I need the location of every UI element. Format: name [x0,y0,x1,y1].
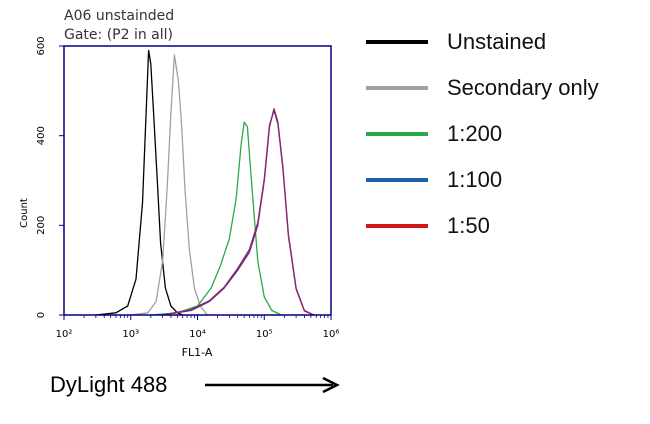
y-tick-label: 400 [36,126,47,145]
series-line-secondary-only [130,54,208,316]
caption: DyLight 488 [50,372,168,397]
series-line-1-50 [162,109,314,316]
y-axis-ticks: 0 200 400 600 [36,36,64,318]
plot-frame [63,45,332,316]
legend-swatch [366,40,428,44]
x-tick-label: 10³ [122,329,139,340]
x-axis-ticks: 10² 10³ 10⁴ 10⁵ 10⁶ [56,315,340,340]
x-tick-label: 10⁵ [256,329,273,340]
plot-title-line-2: Gate: (P2 in all) [64,27,173,43]
legend-label: 1:50 [447,213,490,238]
legend-swatch [366,132,428,136]
series-line-1-200 [150,121,282,316]
legend-swatch [366,178,428,182]
legend-swatch [366,86,428,90]
y-axis-label: Count [19,198,30,228]
series-lines [95,49,314,316]
legend-swatch [366,224,428,228]
legend-label: 1:200 [447,121,503,146]
y-tick-label: 0 [36,312,47,318]
legend-label: Secondary only [447,75,599,100]
y-tick-label: 600 [36,36,47,55]
x-tick-label: 10² [56,329,73,340]
x-axis-label: FL1-A [182,346,213,359]
legend-label: Unstained [447,29,547,54]
caption-arrow [205,376,340,394]
x-tick-label: 10⁶ [323,329,340,340]
legend-label: 1:100 [447,167,503,192]
x-tick-label: 10⁴ [189,329,206,340]
plot-title-line-1: A06 unstainded [64,8,175,24]
series-line-unstained [95,49,183,316]
y-tick-label: 200 [36,216,47,235]
series-line-1-100 [162,108,314,316]
